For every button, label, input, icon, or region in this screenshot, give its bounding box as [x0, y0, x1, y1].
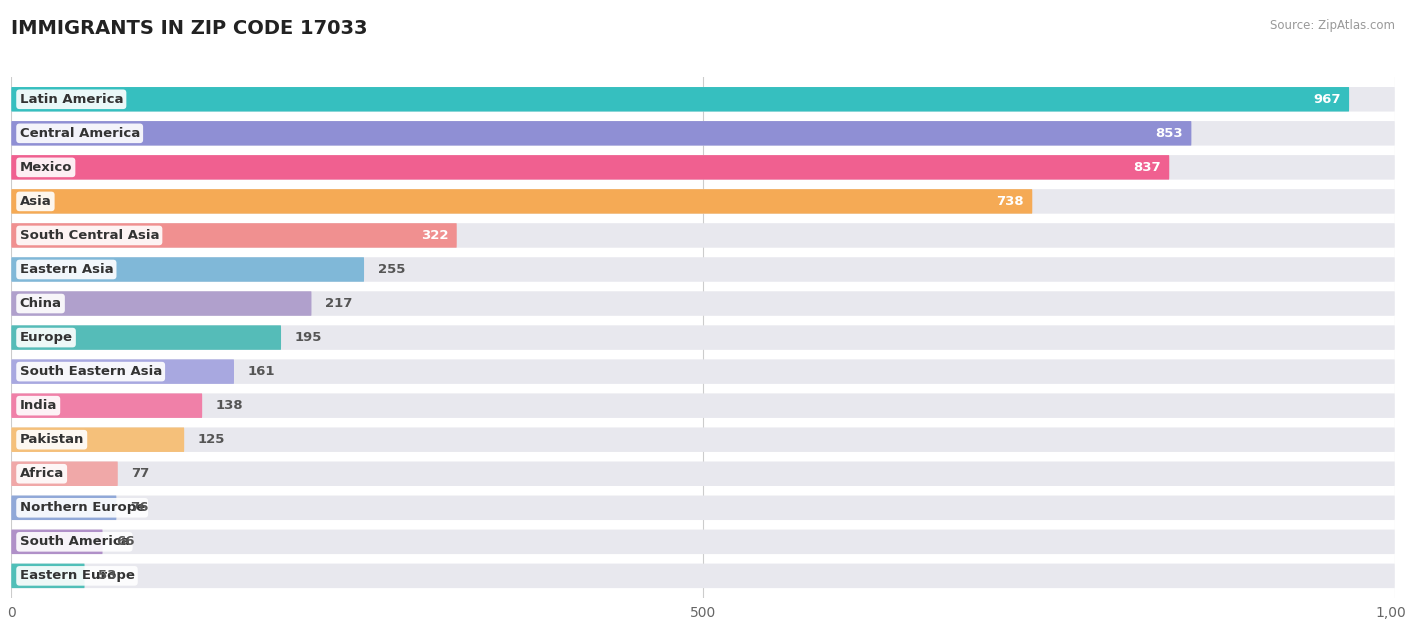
FancyBboxPatch shape	[11, 155, 1170, 179]
FancyBboxPatch shape	[11, 394, 202, 418]
FancyBboxPatch shape	[11, 462, 1395, 486]
FancyBboxPatch shape	[11, 564, 84, 588]
Text: India: India	[20, 399, 56, 412]
Text: Central America: Central America	[20, 127, 139, 140]
Text: Europe: Europe	[20, 331, 73, 344]
FancyBboxPatch shape	[11, 462, 118, 486]
Text: 125: 125	[198, 433, 225, 446]
Text: 195: 195	[295, 331, 322, 344]
Text: 853: 853	[1156, 127, 1182, 140]
FancyBboxPatch shape	[11, 530, 103, 554]
Text: Mexico: Mexico	[20, 161, 72, 174]
Text: Source: ZipAtlas.com: Source: ZipAtlas.com	[1270, 19, 1395, 32]
Text: Asia: Asia	[20, 195, 51, 208]
FancyBboxPatch shape	[11, 223, 457, 248]
FancyBboxPatch shape	[11, 564, 1395, 588]
Text: 738: 738	[997, 195, 1024, 208]
FancyBboxPatch shape	[11, 223, 1395, 248]
Text: 217: 217	[325, 297, 353, 310]
FancyBboxPatch shape	[11, 496, 117, 520]
FancyBboxPatch shape	[11, 359, 1395, 384]
Text: 66: 66	[117, 536, 135, 548]
FancyBboxPatch shape	[11, 291, 1395, 316]
FancyBboxPatch shape	[11, 496, 1395, 520]
FancyBboxPatch shape	[11, 189, 1032, 213]
FancyBboxPatch shape	[11, 325, 1395, 350]
Text: China: China	[20, 297, 62, 310]
Text: Latin America: Latin America	[20, 93, 124, 106]
FancyBboxPatch shape	[11, 87, 1395, 111]
Text: Eastern Asia: Eastern Asia	[20, 263, 112, 276]
FancyBboxPatch shape	[11, 428, 184, 452]
FancyBboxPatch shape	[11, 428, 1395, 452]
Text: South Central Asia: South Central Asia	[20, 229, 159, 242]
Text: 161: 161	[247, 365, 276, 378]
Text: 967: 967	[1313, 93, 1341, 106]
Text: 77: 77	[132, 467, 150, 480]
Text: Africa: Africa	[20, 467, 63, 480]
FancyBboxPatch shape	[11, 530, 1395, 554]
Text: 322: 322	[420, 229, 449, 242]
FancyBboxPatch shape	[11, 291, 312, 316]
FancyBboxPatch shape	[11, 189, 1395, 213]
FancyBboxPatch shape	[11, 257, 1395, 282]
Text: IMMIGRANTS IN ZIP CODE 17033: IMMIGRANTS IN ZIP CODE 17033	[11, 19, 368, 39]
Text: 255: 255	[378, 263, 405, 276]
FancyBboxPatch shape	[11, 325, 281, 350]
Text: South Eastern Asia: South Eastern Asia	[20, 365, 162, 378]
FancyBboxPatch shape	[11, 257, 364, 282]
FancyBboxPatch shape	[11, 394, 1395, 418]
FancyBboxPatch shape	[11, 155, 1395, 179]
Text: South America: South America	[20, 536, 129, 548]
FancyBboxPatch shape	[11, 121, 1191, 145]
Text: Eastern Europe: Eastern Europe	[20, 569, 135, 583]
FancyBboxPatch shape	[11, 359, 233, 384]
Text: 53: 53	[98, 569, 117, 583]
Text: Northern Europe: Northern Europe	[20, 502, 145, 514]
Text: 76: 76	[131, 502, 149, 514]
Text: 837: 837	[1133, 161, 1161, 174]
FancyBboxPatch shape	[11, 121, 1395, 145]
Text: Pakistan: Pakistan	[20, 433, 84, 446]
Text: 138: 138	[217, 399, 243, 412]
FancyBboxPatch shape	[11, 87, 1350, 111]
